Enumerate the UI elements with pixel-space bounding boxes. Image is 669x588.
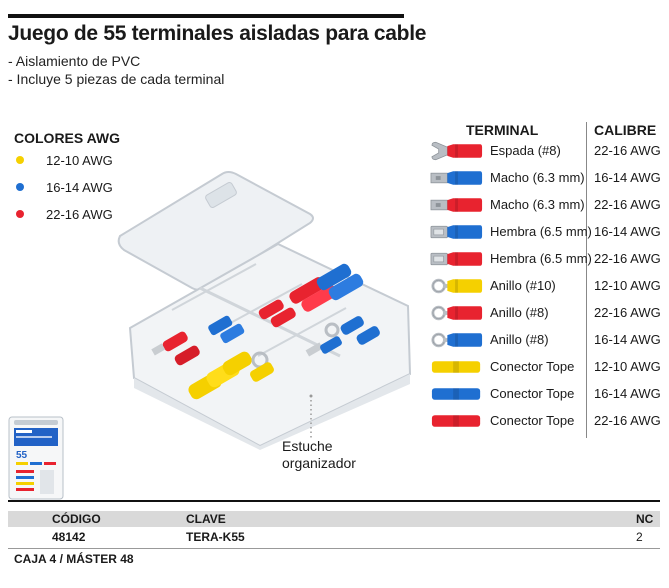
- terminal-calibre: 22-16 AWG: [594, 413, 661, 428]
- package-number: 55: [16, 450, 28, 461]
- awg-legend-label: 12-10 AWG: [46, 152, 113, 168]
- terminal-row: Anillo (#8) 22-16 AWG: [430, 303, 661, 325]
- feature-pvc: - Aislamiento de PVC: [8, 53, 141, 69]
- awg-legend-item: 12-10 AWG: [16, 151, 113, 169]
- male-terminal-icon: [430, 168, 484, 188]
- terminal-row: Macho (6.3 mm) 22-16 AWG: [430, 195, 661, 217]
- male-terminal-icon: [430, 195, 484, 215]
- calibre-column-header: CALIBRE: [594, 122, 657, 138]
- terminal-name: Macho (6.3 mm): [490, 197, 585, 212]
- caption-line-2: organizador: [282, 455, 356, 471]
- terminal-calibre: 22-16 AWG: [594, 251, 661, 266]
- terminal-row: Anillo (#8) 16-14 AWG: [430, 330, 661, 352]
- terminal-row: Conector Tope 16-14 AWG: [430, 384, 661, 406]
- color-dot-icon: [16, 183, 24, 191]
- spade-terminal-icon: [430, 141, 484, 161]
- terminal-name: Anillo (#8): [490, 305, 549, 320]
- terminal-calibre: 12-10 AWG: [594, 278, 661, 293]
- terminal-calibre: 22-16 AWG: [594, 305, 661, 320]
- codigo-value: 48142: [52, 530, 86, 544]
- info-table-row: 48142 TERA-K55 2: [8, 529, 660, 545]
- terminal-calibre: 16-14 AWG: [594, 170, 661, 185]
- terminal-name: Hembra (6.5 mm): [490, 251, 592, 266]
- awg-legend-item: 16-14 AWG: [16, 178, 113, 196]
- terminal-row: Espada (#8) 22-16 AWG: [430, 141, 661, 163]
- clave-value: TERA-K55: [186, 530, 245, 544]
- butt-connector-icon: [430, 357, 484, 377]
- ring-terminal-icon: [430, 276, 484, 296]
- butt-connector-icon: [430, 411, 484, 431]
- terminal-name: Conector Tope: [490, 359, 575, 374]
- color-dot-icon: [16, 210, 24, 218]
- terminal-row: Anillo (#10) 12-10 AWG: [430, 276, 661, 298]
- awg-legend-item: 22-16 AWG: [16, 205, 113, 223]
- package-thumbnail: 55: [8, 416, 64, 500]
- footer-rule: [8, 548, 660, 549]
- terminal-row: Hembra (6.5 mm) 16-14 AWG: [430, 222, 661, 244]
- caption-line-1: Estuche: [282, 438, 333, 454]
- terminal-column-header: TERMINAL: [466, 122, 539, 138]
- terminal-calibre: 22-16 AWG: [594, 143, 661, 158]
- nc-value: 2: [636, 530, 643, 544]
- terminal-calibre: 12-10 AWG: [594, 359, 661, 374]
- female-terminal-icon: [430, 249, 484, 269]
- info-table-header: CÓDIGO CLAVE NC: [8, 511, 660, 527]
- packaging-info: CAJA 4 / MÁSTER 48: [14, 552, 134, 566]
- page-title: Juego de 55 terminales aisladas para cab…: [8, 22, 427, 45]
- terminal-name: Conector Tope: [490, 386, 575, 401]
- terminal-row: Hembra (6.5 mm) 22-16 AWG: [430, 249, 661, 271]
- awg-legend-label: 22-16 AWG: [46, 206, 113, 222]
- terminal-name: Hembra (6.5 mm): [490, 224, 592, 239]
- female-terminal-icon: [430, 222, 484, 242]
- terminal-calibre: 22-16 AWG: [594, 197, 661, 212]
- terminal-row: Macho (6.3 mm) 16-14 AWG: [430, 168, 661, 190]
- color-dot-icon: [16, 156, 24, 164]
- terminal-name: Conector Tope: [490, 413, 575, 428]
- awg-legend-label: 16-14 AWG: [46, 179, 113, 195]
- terminal-calibre: 16-14 AWG: [594, 332, 661, 347]
- awg-legend-heading: COLORES AWG: [14, 130, 121, 146]
- feature-pieces: - Incluye 5 piezas de cada terminal: [8, 71, 225, 87]
- terminal-calibre: 16-14 AWG: [594, 224, 661, 239]
- butt-connector-icon: [430, 384, 484, 404]
- nc-header: NC: [636, 512, 654, 526]
- case-caption: Estuche organizador: [282, 438, 356, 472]
- codigo-header: CÓDIGO: [52, 512, 101, 526]
- terminal-row: Conector Tope 12-10 AWG: [430, 357, 661, 379]
- terminal-name: Anillo (#8): [490, 332, 549, 347]
- terminal-name: Espada (#8): [490, 143, 561, 158]
- info-table-rule: [8, 500, 660, 502]
- title-rule: [8, 14, 404, 18]
- table-divider: [586, 122, 587, 438]
- terminal-row: Conector Tope 22-16 AWG: [430, 411, 661, 433]
- ring-terminal-icon: [430, 303, 484, 323]
- terminal-name: Anillo (#10): [490, 278, 556, 293]
- terminal-calibre: 16-14 AWG: [594, 386, 661, 401]
- organizer-case-image: [117, 171, 412, 450]
- ring-terminal-icon: [430, 330, 484, 350]
- terminal-name: Macho (6.3 mm): [490, 170, 585, 185]
- clave-header: CLAVE: [186, 512, 226, 526]
